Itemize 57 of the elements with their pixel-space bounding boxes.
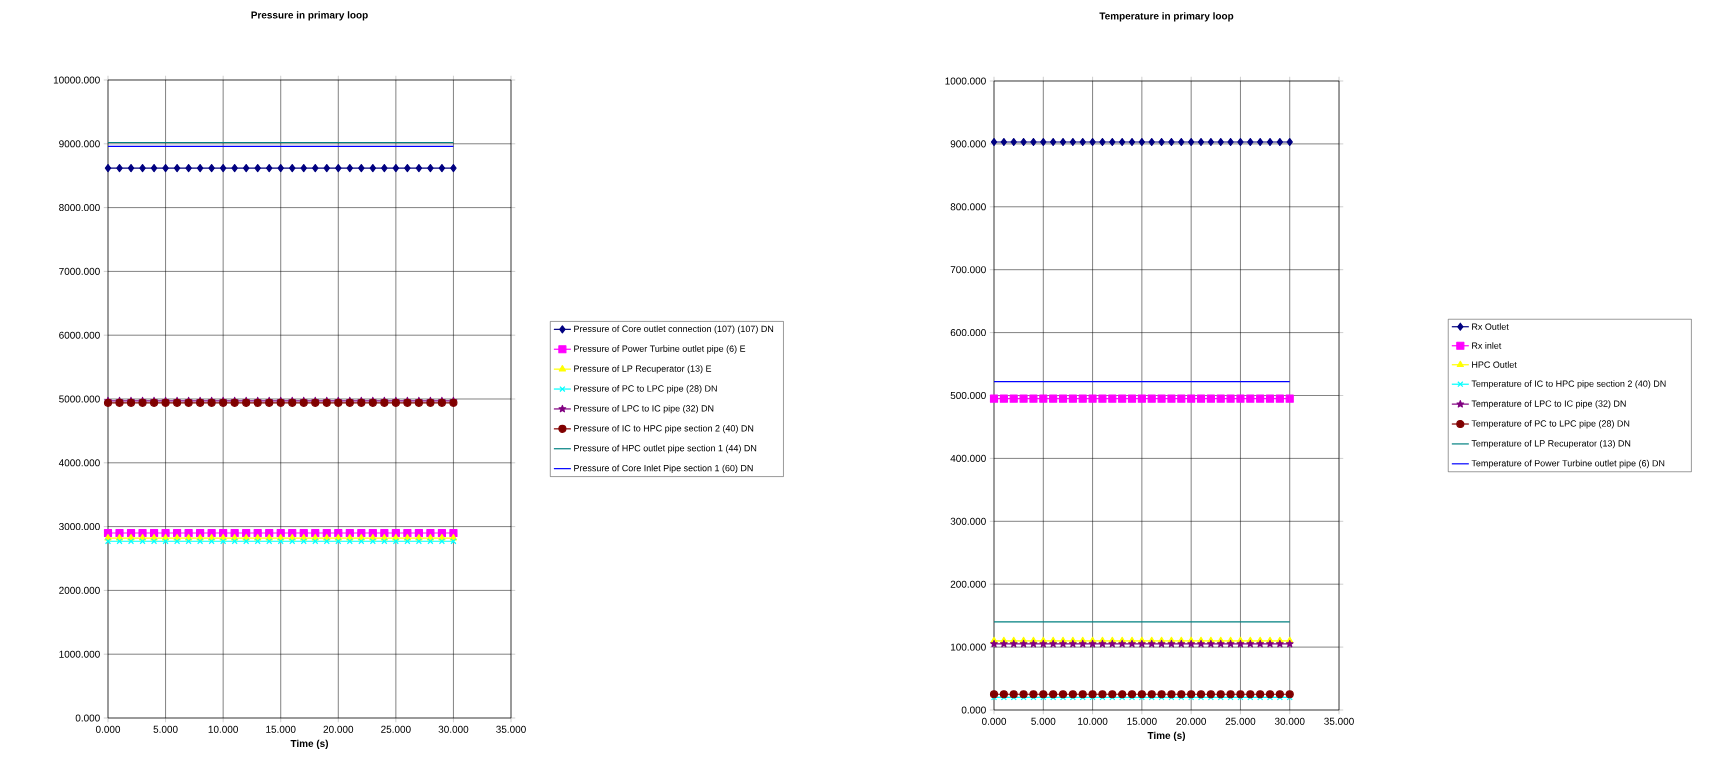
y-tick-label: 10000.000 <box>53 76 100 84</box>
legend-label: Pressure of PC to LPC pipe (28) DN <box>574 385 717 394</box>
y-tick-label: 200.000 <box>950 580 986 588</box>
y-tick-label: 500.000 <box>950 391 986 400</box>
legend-label: Pressure of IC to HPC pipe section 2 (40) DN <box>574 424 754 434</box>
y-tick-label: 5000.000 <box>59 395 100 403</box>
legend-label: Temperature of IC to HPC pipe section 2 (40) DN <box>1471 380 1666 389</box>
x-tick-label: 20.000 <box>1176 717 1206 725</box>
x-tick-label: 30.000 <box>1274 717 1305 725</box>
x-tick-label: 5.000 <box>153 725 178 733</box>
y-tick-label: 700.000 <box>950 266 986 274</box>
x-tick-label: 15.000 <box>266 725 296 733</box>
legend-label: Pressure of Core Inlet Pipe section 1 (60) DN <box>574 464 753 474</box>
y-tick-label: 100.000 <box>950 643 986 651</box>
x-tick-label: 15.000 <box>1127 717 1157 725</box>
x-tick-label: 0.000 <box>981 717 1007 725</box>
legend-label: Temperature of Power Turbine outlet pipe (6) DN <box>1471 459 1665 469</box>
legend-label: Pressure of Core outlet connection (107) (107) DN <box>574 325 774 334</box>
y-tick-label: 800.000 <box>950 203 986 211</box>
legend-label: Rx Outlet <box>1472 323 1509 330</box>
x-tick-label: 0.000 <box>95 725 121 733</box>
x-tick-label: 20.000 <box>323 725 354 733</box>
y-tick-label: 0.000 <box>961 706 986 714</box>
x-tick-label: 25.000 <box>381 725 411 733</box>
y-tick-label: 400.000 <box>950 454 986 462</box>
legend-label: Temperature of LP Recuperator (13) DN <box>1471 439 1631 449</box>
x-tick-label: 35.000 <box>496 725 526 733</box>
legend-label: Rx inlet <box>1472 342 1502 349</box>
y-tick-label: 1000.000 <box>59 650 100 658</box>
y-tick-label: 1000.000 <box>945 77 986 85</box>
x-tick-label: 5.000 <box>1031 717 1056 725</box>
legend-label: Pressure of HPC outlet pipe section 1 (44) DN <box>574 444 757 454</box>
y-tick-label: 8000.000 <box>59 204 100 212</box>
chart-title: Temperature in primary loop <box>1099 12 1234 22</box>
x-axis-title: Time (s) <box>290 739 329 749</box>
x-axis-title: Time (s) <box>1147 731 1186 741</box>
y-tick-label: 7000.000 <box>59 267 100 275</box>
y-tick-label: 9000.000 <box>59 140 100 148</box>
y-tick-label: 900.000 <box>950 140 986 148</box>
x-tick-label: 30.000 <box>438 725 469 733</box>
x-tick-label: 10.000 <box>208 725 238 733</box>
y-tick-label: 3000.000 <box>59 523 100 531</box>
y-tick-label: 600.000 <box>950 329 986 337</box>
legend-label: Temperature of PC to LPC pipe (28) DN <box>1471 420 1630 429</box>
y-tick-label: 2000.000 <box>59 586 100 594</box>
legend-label: HPC Outlet <box>1472 361 1517 368</box>
legend-label: Pressure of LPC to IC pipe (32) DN <box>574 404 714 414</box>
x-tick-label: 25.000 <box>1225 717 1256 725</box>
x-tick-label: 10.000 <box>1078 717 1108 725</box>
y-tick-label: 300.000 <box>950 517 986 525</box>
legend-label: Pressure of LP Recuperator (13) E <box>574 365 712 374</box>
y-tick-label: 6000.000 <box>59 331 100 339</box>
y-tick-label: 4000.000 <box>58 459 100 467</box>
x-tick-label: 35.000 <box>1324 717 1354 725</box>
chart-title: Pressure in primary loop <box>251 11 368 21</box>
legend-label: Temperature of LPC to IC pipe (32) DN <box>1471 400 1626 409</box>
legend-label: Pressure of Power Turbine outlet pipe (6) E <box>574 345 746 354</box>
